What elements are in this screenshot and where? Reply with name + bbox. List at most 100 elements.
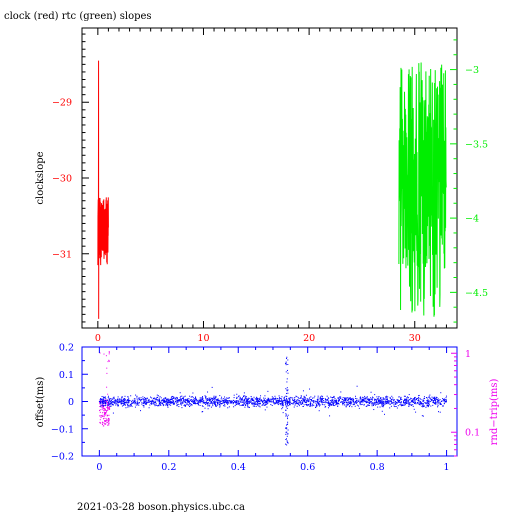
offset-point [212, 401, 214, 403]
offset-point [434, 399, 436, 401]
offset-spike-point [287, 392, 289, 394]
offset-point [190, 399, 192, 401]
offset-point [214, 400, 216, 402]
offset-point [342, 397, 344, 399]
offset-point [235, 402, 237, 404]
offset-point [289, 401, 291, 403]
offset-point [405, 400, 407, 402]
offset-point [296, 405, 298, 407]
offset-point [159, 404, 161, 406]
offset-point [306, 400, 308, 402]
offset-point [347, 404, 349, 406]
offset-point [422, 404, 424, 406]
offset-point [380, 401, 382, 403]
offset-point [217, 400, 219, 402]
offset-point [156, 396, 158, 398]
offset-point [260, 399, 262, 401]
offset-point [317, 399, 319, 401]
offset-point [281, 400, 283, 402]
offset-point [156, 399, 158, 400]
offset-point [217, 403, 219, 405]
offset-point [117, 400, 119, 402]
offset-point [288, 403, 290, 405]
offset-point [266, 401, 268, 403]
offset-point [225, 399, 227, 401]
offset-point [388, 400, 390, 402]
offset-point [410, 404, 412, 406]
offset-point [133, 398, 135, 400]
offset-point [316, 403, 318, 405]
rndtrip-point [105, 413, 107, 415]
offset-point [365, 397, 367, 399]
offset-point [311, 405, 313, 407]
offset-point [284, 400, 286, 402]
offset-point [112, 397, 114, 399]
offset-point [286, 400, 288, 402]
top-plot-axes: 0 10 20 30−29−30−31−3−3.5−4−4.5 [52, 28, 488, 344]
offset-point [302, 390, 304, 392]
offset-point [319, 396, 321, 398]
offset-point [379, 402, 381, 404]
offset-point [236, 404, 238, 406]
offset-point [429, 397, 431, 399]
offset-point [152, 399, 154, 401]
offset-point [334, 400, 336, 402]
offset-point [305, 401, 307, 403]
offset-point [301, 402, 303, 404]
offset-point [359, 397, 361, 399]
offset-point [373, 404, 375, 406]
offset-point [168, 399, 170, 401]
offset-point [124, 395, 126, 397]
offset-point [166, 398, 168, 400]
rndtrip-point [104, 420, 106, 422]
offset-point [256, 400, 258, 402]
offset-point [319, 401, 321, 403]
offset-point [154, 401, 156, 403]
offset-point [301, 401, 303, 403]
offset-point [386, 399, 388, 401]
offset-point [174, 399, 176, 401]
offset-point [284, 396, 286, 398]
offset-point [298, 401, 300, 403]
offset-point [377, 406, 379, 408]
offset-point [230, 401, 232, 403]
offset-point [238, 395, 240, 397]
offset-point [138, 401, 140, 403]
offset-point [100, 399, 102, 400]
offset-point [354, 395, 356, 397]
offset-spike-point [286, 423, 288, 425]
offset-point [199, 401, 200, 403]
offset-point [211, 402, 213, 404]
rndtrip-point [108, 353, 110, 355]
offset-point [235, 400, 237, 402]
offset-point [182, 399, 184, 401]
offset-point [110, 398, 112, 400]
offset-point [232, 402, 234, 404]
offset-point [307, 404, 309, 406]
offset-point [423, 396, 425, 398]
offset-point [156, 400, 158, 402]
offset-point [372, 402, 374, 404]
offset-point [254, 398, 256, 400]
offset-point [345, 397, 347, 399]
offset-point [282, 404, 284, 406]
offset-point [133, 402, 135, 404]
offset-spike-point [287, 418, 289, 420]
offset-point [392, 397, 394, 399]
offset-point [170, 404, 172, 406]
offset-point [130, 400, 132, 402]
offset-point [245, 397, 247, 399]
offset-point [264, 399, 266, 401]
offset-point [197, 401, 199, 403]
offset-point [403, 395, 405, 397]
offset-point [403, 404, 405, 406]
offset-point [222, 402, 224, 404]
offset-point [100, 401, 102, 403]
offset-point [274, 403, 276, 405]
offset-point [184, 395, 186, 397]
offset-point [160, 397, 162, 399]
offset-point [338, 401, 340, 403]
offset-point [399, 400, 401, 402]
offset-point [303, 404, 305, 406]
offset-point [247, 400, 249, 402]
